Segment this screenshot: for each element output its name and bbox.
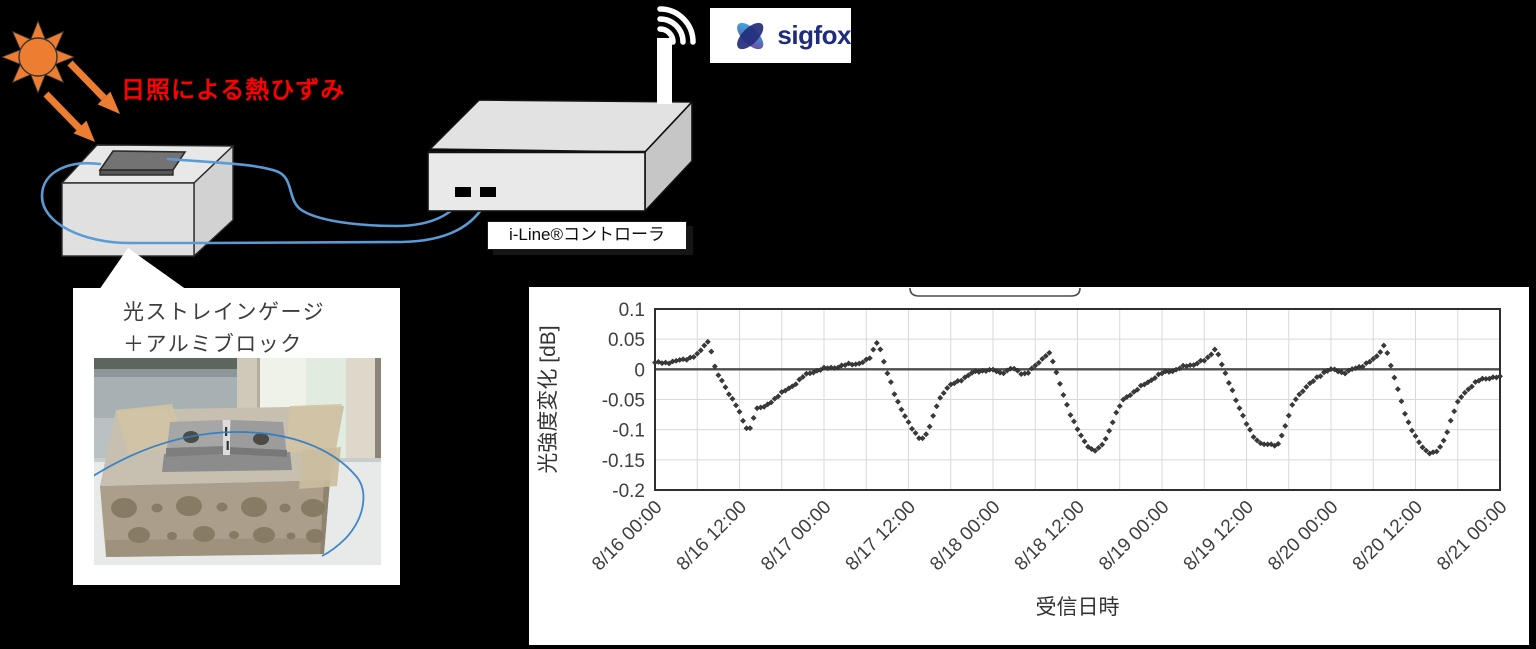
- photo-fixture-base: [162, 452, 292, 472]
- photo-caption: 光ストレインゲージ ＋アルミブロック: [73, 288, 400, 360]
- sigfox-wordmark: sigfox: [777, 20, 851, 50]
- sigfox-logo: sigfox: [710, 8, 851, 63]
- sigfox-butterfly-icon: [737, 22, 764, 49]
- svg-text:0: 0: [634, 360, 645, 381]
- svg-text:8/17 12:00: 8/17 12:00: [842, 497, 920, 575]
- light-intensity-chart: 0.1 0.05 0 -0.05 -0.1 -0.15 -0.28/16 00:00 8/16…: [537, 287, 1512, 619]
- controller-front-face: [427, 151, 646, 212]
- fiber-loop: [40, 161, 207, 245]
- gauge-block-photo: [94, 358, 381, 565]
- controller-label: i-Line®コントローラ: [487, 221, 687, 250]
- photo-fiber: [94, 431, 365, 557]
- y-axis-title: 光強度変化 [dB]: [537, 325, 560, 473]
- svg-text:8/18 00:00: 8/18 00:00: [926, 497, 1004, 575]
- controller-box: [427, 99, 694, 214]
- svg-text:0.05: 0.05: [608, 330, 645, 351]
- controller-port: [480, 187, 496, 197]
- svg-text:-0.1: -0.1: [612, 421, 645, 442]
- data-points: [652, 338, 1503, 457]
- svg-text:-0.05: -0.05: [602, 391, 645, 412]
- y-tick-labels: 0.1 0.05 0 -0.05 -0.1 -0.15 -0.2: [602, 300, 645, 502]
- cutoff-callout-remnant: [909, 287, 1081, 297]
- photo-fixture-slit: [223, 420, 230, 455]
- solar-ray-arrow-icon: [43, 60, 120, 142]
- svg-text:8/19 00:00: 8/19 00:00: [1095, 497, 1173, 575]
- photo-fixture-hole: [253, 433, 269, 445]
- wifi-signal-icon: [657, 6, 696, 45]
- photo-block-holes: [111, 496, 325, 543]
- gauge-plate-edge: [99, 169, 174, 176]
- thermal-strain-annotation: 日照による熱ひずみ: [121, 77, 346, 104]
- controller-port: [455, 187, 471, 197]
- photo-caption-line2: ＋アルミブロック: [123, 332, 303, 356]
- svg-text:8/18 12:00: 8/18 12:00: [1011, 497, 1089, 575]
- photo-caption-line1: 光ストレインゲージ: [123, 301, 326, 324]
- svg-text:8/19 12:00: 8/19 12:00: [1180, 497, 1258, 575]
- equipment-diagram: [0, 6, 696, 258]
- fiber-upper-cable: [166, 157, 466, 228]
- svg-text:0.1: 0.1: [619, 300, 645, 321]
- svg-text:-0.2: -0.2: [612, 481, 645, 502]
- plot-border: [654, 308, 1501, 491]
- photo-trees: [94, 358, 244, 371]
- gauge-photo-panel: 光ストレインゲージ ＋アルミブロック: [73, 288, 400, 585]
- fiber-cable: [40, 157, 489, 245]
- svg-text:8/20 00:00: 8/20 00:00: [1264, 497, 1342, 575]
- svg-text:8/20 12:00: 8/20 12:00: [1349, 497, 1427, 575]
- sun-icon: [0, 19, 76, 95]
- chart-gridlines: [655, 309, 1500, 490]
- svg-text:8/16 00:00: 8/16 00:00: [588, 497, 666, 575]
- svg-text:8/17 00:00: 8/17 00:00: [757, 497, 835, 575]
- svg-text:8/16 12:00: 8/16 12:00: [673, 497, 751, 575]
- callout-pointer: [99, 248, 187, 290]
- x-tick-labels: 8/16 00:00 8/16 12:00 8/17 00:00 8/17 12:00…: [588, 497, 1511, 575]
- fiber-lower-cable: [203, 198, 489, 245]
- antenna-icon: [657, 38, 672, 104]
- chart-panel: 0.1 0.05 0 -0.05 -0.1 -0.15 -0.2 8/16 00:00 8/16…: [527, 285, 1531, 647]
- x-axis-title: 受信日時: [1036, 596, 1120, 619]
- svg-text:8/21 00:00: 8/21 00:00: [1433, 497, 1511, 575]
- photo-tape: [299, 447, 341, 489]
- svg-text:-0.15: -0.15: [602, 451, 645, 472]
